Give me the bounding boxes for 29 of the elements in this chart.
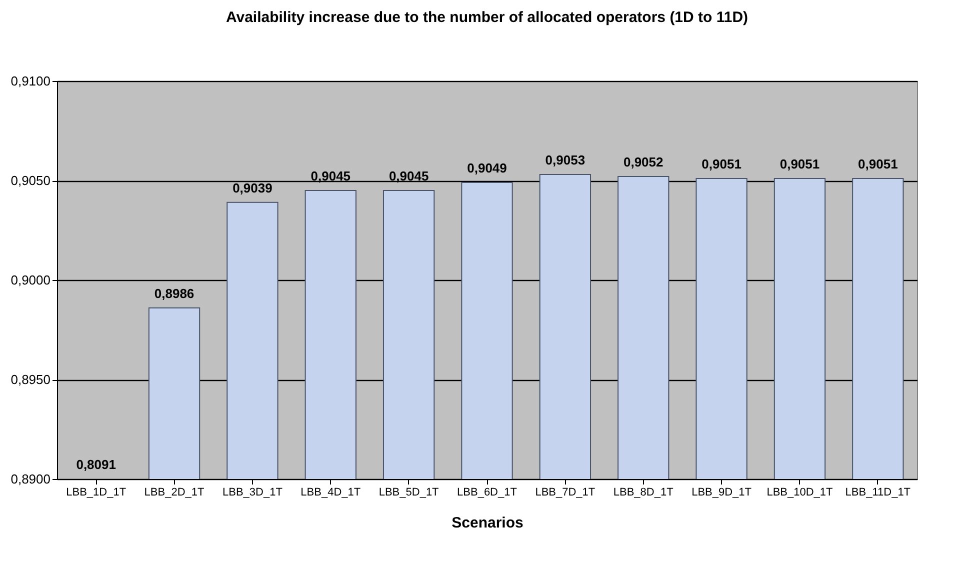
x-tick-label: LBB_3D_1T — [222, 486, 283, 498]
y-tick-label: 0,8900 — [10, 472, 50, 486]
x-tick-label: LBB_5D_1T — [378, 486, 440, 498]
data-label: 0,9039 — [232, 180, 272, 196]
x-tick-label: LBB_7D_1T — [535, 486, 596, 498]
chart-title: Availability increase due to the number of allocated operators (1D to 11D) — [226, 9, 748, 26]
data-label: 0,9053 — [545, 152, 586, 168]
x-axis-title: Scenarios — [452, 514, 524, 532]
text: 0,8091 — [76, 457, 116, 472]
y-tick-label: 0,9000 — [10, 272, 50, 288]
data-label: 0,9051 — [702, 156, 742, 172]
data-label: 0,9051 — [858, 156, 898, 172]
x-tick-label: LBB_9D_1T — [692, 486, 752, 498]
data-label: 0,9045 — [310, 168, 351, 184]
x-tick-label: LBB_10D_1T — [766, 486, 834, 498]
x-tick-label: LBB_4D_1T — [300, 486, 361, 498]
data-label: 0,9052 — [623, 154, 664, 170]
y-tick-label: 0,9050 — [10, 173, 50, 188]
x-tick-label: LBB_8D_1T — [613, 486, 674, 498]
y-tick-label: 0,8950 — [10, 372, 50, 387]
x-tick-label: LBB_11D_1T — [845, 486, 911, 498]
x-tick-label: LBB_2D_1T — [144, 486, 205, 498]
data-label: 0,9045 — [388, 168, 429, 184]
x-tick-label: LBB_1D_1T — [66, 486, 126, 498]
x-tick-label: LBB_6D_1T — [457, 486, 518, 498]
data-label: 0,8986 — [154, 286, 194, 301]
data-label: 0,9051 — [780, 156, 820, 172]
y-tick-label: 0,9100 — [10, 74, 50, 88]
data-label: 0,9049 — [467, 160, 507, 176]
